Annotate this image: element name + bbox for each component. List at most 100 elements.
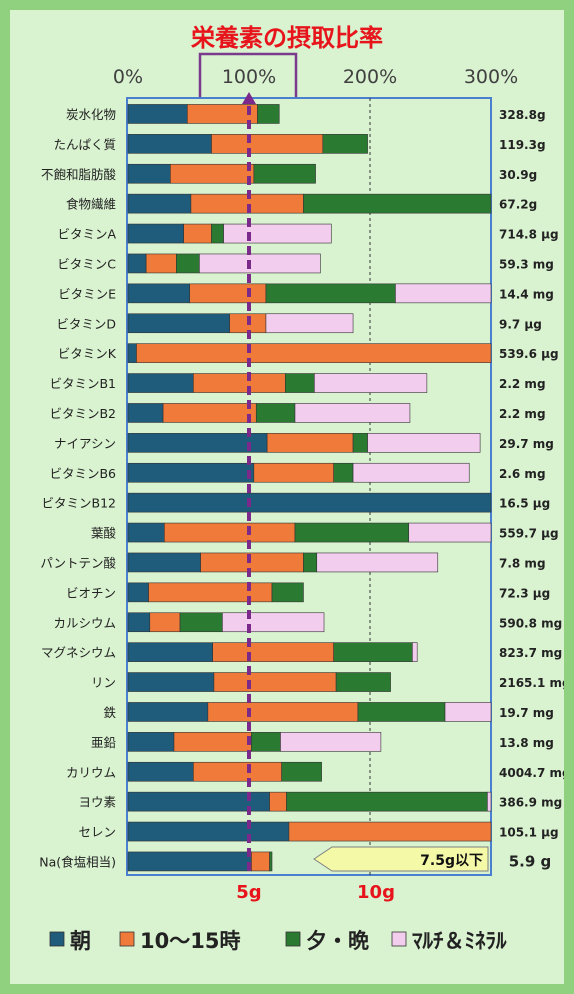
bar-segment (395, 283, 492, 304)
bar-segment (212, 642, 334, 662)
bar-segment (222, 612, 325, 633)
row-amount: 13.8 mg (499, 736, 554, 750)
row-label: 葉酸 (91, 526, 117, 541)
bar-segment (199, 253, 321, 274)
bar-segment (186, 104, 258, 124)
bar-segment (127, 313, 230, 334)
bar-segment (127, 433, 268, 453)
bar-segment (316, 552, 439, 573)
row-amount: 590.8 mg (499, 616, 562, 630)
bar-segment (127, 851, 252, 872)
row-label: ビタミンB2 (49, 406, 116, 421)
bar-segment (136, 343, 492, 363)
row-label: 鉄 (103, 705, 116, 720)
bar-segment (352, 433, 368, 453)
row-amount: 7.8 mg (499, 556, 546, 570)
row-amount: 5.9 g (509, 852, 552, 870)
row-amount: 2165.1 mg (499, 676, 564, 690)
bar-segment (303, 552, 318, 573)
bar-segment (127, 223, 184, 244)
row-label: ビタミンA (57, 227, 116, 242)
row-label: パントテン酸 (40, 555, 116, 570)
bar-segment (164, 522, 296, 543)
bar-segment (127, 492, 492, 513)
bar-segment (412, 642, 418, 662)
row-amount: 59.3 mg (499, 257, 554, 271)
legend-swatch (119, 931, 135, 947)
bar-segment (408, 522, 492, 543)
row-label: Na(食塩相当) (39, 854, 116, 869)
bar-segment (149, 612, 181, 633)
row-amount: 14.4 mg (499, 287, 554, 301)
salt-limit-label: 7.5g以下 (420, 853, 483, 869)
row-label: 食物繊維 (66, 197, 116, 212)
bar-segment (265, 283, 396, 304)
legend-swatch (391, 931, 407, 947)
plot-area (126, 97, 492, 876)
bar-segment (487, 791, 492, 812)
row-amount: 386.9 mg (499, 796, 562, 810)
bar-segment (367, 433, 481, 453)
bar-segment (207, 702, 359, 722)
bar-segment (303, 193, 492, 214)
bottom-labels: 5g 10g (236, 882, 395, 903)
legend-label: 10～15時 (140, 929, 240, 953)
bar-segment (213, 672, 337, 692)
bar-segment (127, 193, 192, 214)
bar-segment (265, 313, 354, 334)
bar-segment (211, 223, 224, 244)
row-label: 不飽和脂肪酸 (41, 167, 117, 182)
bar-segment (127, 582, 149, 603)
nutrient-intake-chart: 栄養素の摂取比率 0% 100% 200% 300% 炭水化物たんぱく質不飽和脂肪酸食… (39, 24, 571, 953)
row-label: ビタミンB1 (49, 376, 116, 391)
row-amount: 539.6 μg (499, 347, 559, 361)
chart-title: 栄養素の摂取比率 (190, 24, 383, 52)
row-label: ビオチン (66, 585, 116, 600)
bar-segment (357, 702, 446, 722)
bar-segment (127, 283, 191, 304)
x-tick-label: 200% (343, 66, 397, 88)
bar-segment (127, 522, 165, 543)
row-amount: 16.5 μg (499, 497, 550, 511)
bar-segment (444, 702, 492, 722)
row-label: ビタミンC (57, 256, 116, 271)
bar-segment (253, 163, 316, 184)
row-amount: 67.2g (499, 198, 537, 212)
bar-segment (162, 403, 257, 423)
legend: 朝 10～15時 夕・晩 ﾏﾙﾁ＆ﾐﾈﾗﾙ (49, 929, 507, 953)
bar-segment (183, 223, 212, 244)
bar-segment (322, 134, 368, 154)
row-amount: 19.7 mg (499, 706, 554, 720)
x-tick-label: 300% (464, 66, 518, 88)
row-amount: 328.8g (499, 108, 546, 122)
bar-segment (127, 134, 212, 154)
bar-segment (266, 433, 354, 453)
bar-segment (251, 851, 270, 872)
row-label: ビタミンB6 (49, 466, 116, 481)
legend-label: 朝 (70, 929, 91, 953)
row-amount: 9.7 μg (499, 317, 542, 331)
bottom-label-10g: 10g (357, 882, 395, 903)
row-label: カリウム (66, 765, 116, 780)
legend-label: ﾏﾙﾁ＆ﾐﾈﾗﾙ (412, 929, 507, 953)
row-label: 亜鉛 (91, 735, 117, 750)
bar-segment (253, 462, 334, 483)
row-label: ヨウ素 (78, 795, 116, 810)
bar-segment (145, 253, 177, 274)
row-amounts: 328.8g 119.3g 30.9g 67.2g 714.8 μg 59.3 mg 14.… (499, 108, 571, 871)
bar-segment (176, 253, 200, 274)
bar-segment (294, 522, 410, 543)
bar-segment (286, 791, 488, 812)
row-amount: 72.3 μg (499, 586, 550, 600)
bar-segment (127, 612, 151, 633)
bar-segment (127, 403, 164, 423)
row-label: マグネシウム (41, 645, 116, 660)
bar-segment (127, 343, 137, 363)
bar-segment (193, 761, 282, 782)
legend-label: 夕・晩 (306, 929, 369, 953)
x-axis-ticks: 0% 100% 200% 300% (113, 66, 518, 88)
bar-segment (281, 761, 322, 782)
bar-segment (200, 552, 304, 573)
row-amount: 2.6 mg (499, 467, 546, 481)
salt-limit-callout: 7.5g以下 (313, 846, 489, 872)
